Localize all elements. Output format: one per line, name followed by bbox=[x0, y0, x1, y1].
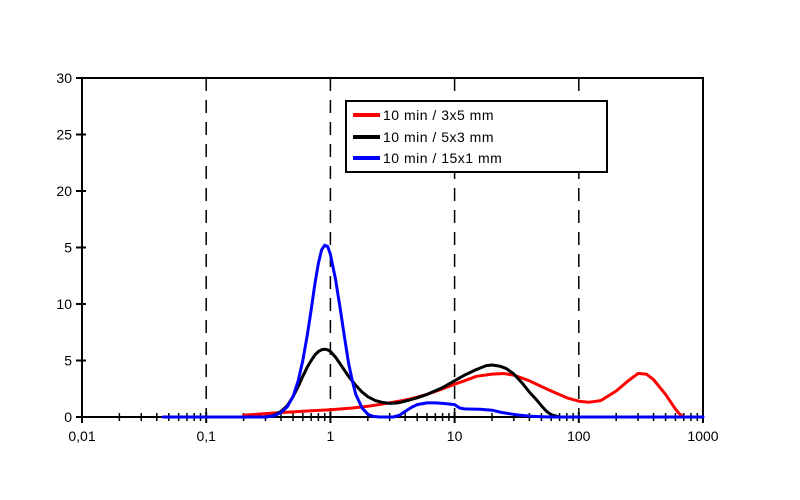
y-axis-tick-label: 5 bbox=[64, 240, 72, 256]
x-axis-tick-label: 100 bbox=[567, 428, 591, 444]
x-axis-tick-label: 0,1 bbox=[196, 428, 216, 444]
y-axis-tick-label: 0 bbox=[64, 409, 72, 425]
legend-swatch-black-line bbox=[353, 134, 380, 139]
y-axis-tick-label: 10 bbox=[56, 296, 72, 312]
legend-entry: 10 min / 15x1 mm bbox=[353, 147, 606, 169]
legend-label: 10 min / 5x3 mm bbox=[383, 128, 494, 145]
chart-legend: 10 min / 3x5 mm 10 min / 5x3 mm 10 min /… bbox=[345, 100, 608, 173]
x-axis-tick-label: 1000 bbox=[687, 428, 718, 444]
series-line-2 bbox=[161, 243, 705, 419]
legend-entry: 10 min / 3x5 mm bbox=[353, 104, 606, 126]
legend-entry: 10 min / 5x3 mm bbox=[353, 126, 606, 148]
series-line-0 bbox=[242, 372, 686, 419]
y-axis-tick-label: 5 bbox=[64, 353, 72, 369]
x-axis-tick-label: 1 bbox=[327, 428, 335, 444]
series-line-1 bbox=[264, 347, 562, 419]
legend-swatch-red-line bbox=[353, 112, 380, 117]
y-axis-tick-label: 20 bbox=[56, 183, 72, 199]
y-axis-tick-label: 30 bbox=[56, 70, 72, 86]
x-axis-tick-label: 0,01 bbox=[68, 428, 95, 444]
x-axis-tick-label: 10 bbox=[447, 428, 463, 444]
legend-label: 10 min / 15x1 mm bbox=[383, 150, 503, 167]
legend-swatch-blue-line bbox=[353, 156, 380, 161]
y-axis-tick-label: 25 bbox=[56, 127, 72, 143]
legend-label: 10 min / 3x5 mm bbox=[383, 106, 494, 123]
